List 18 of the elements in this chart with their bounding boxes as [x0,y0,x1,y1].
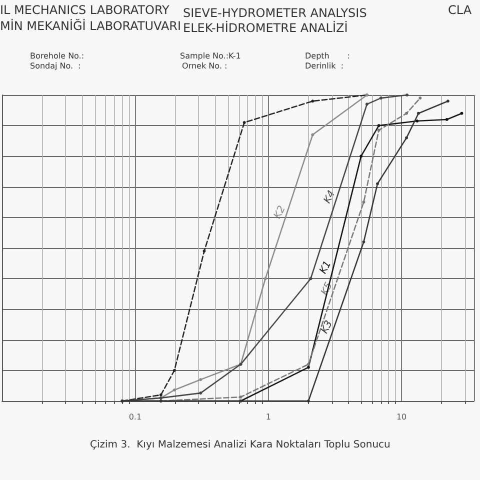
x-tick-label: 10 [396,412,407,422]
text: Sample No.:K-1 [180,52,241,60]
text: K4 [322,188,338,206]
text: Derinlik : [305,62,344,70]
text: K3 [319,318,335,336]
chart-title: SIEVE-HYDROMETER ANALYSIS [183,6,367,20]
text: Depth : [305,52,350,60]
text: Borehole No.: [30,52,84,60]
text: Çizim 3. Kıyı Malzemesi Analizi Kara Noktaları Toplu Sonucu [90,440,390,450]
text: Sondaj No. : [30,62,81,70]
chart-subtitle: ELEK-HİDROMETRE ANALİZİ [183,21,348,35]
x-tick-label: 1 [266,412,271,422]
text: CLA [448,3,472,17]
text: IL MECHANICS LABORATORY [0,3,170,17]
x-tick-label: 0.1 [128,412,142,422]
text: MİN MEKANİĞİ LABORATUVARI [0,18,182,33]
text: K1 [318,259,334,276]
text: Ornek No. : [182,62,228,70]
